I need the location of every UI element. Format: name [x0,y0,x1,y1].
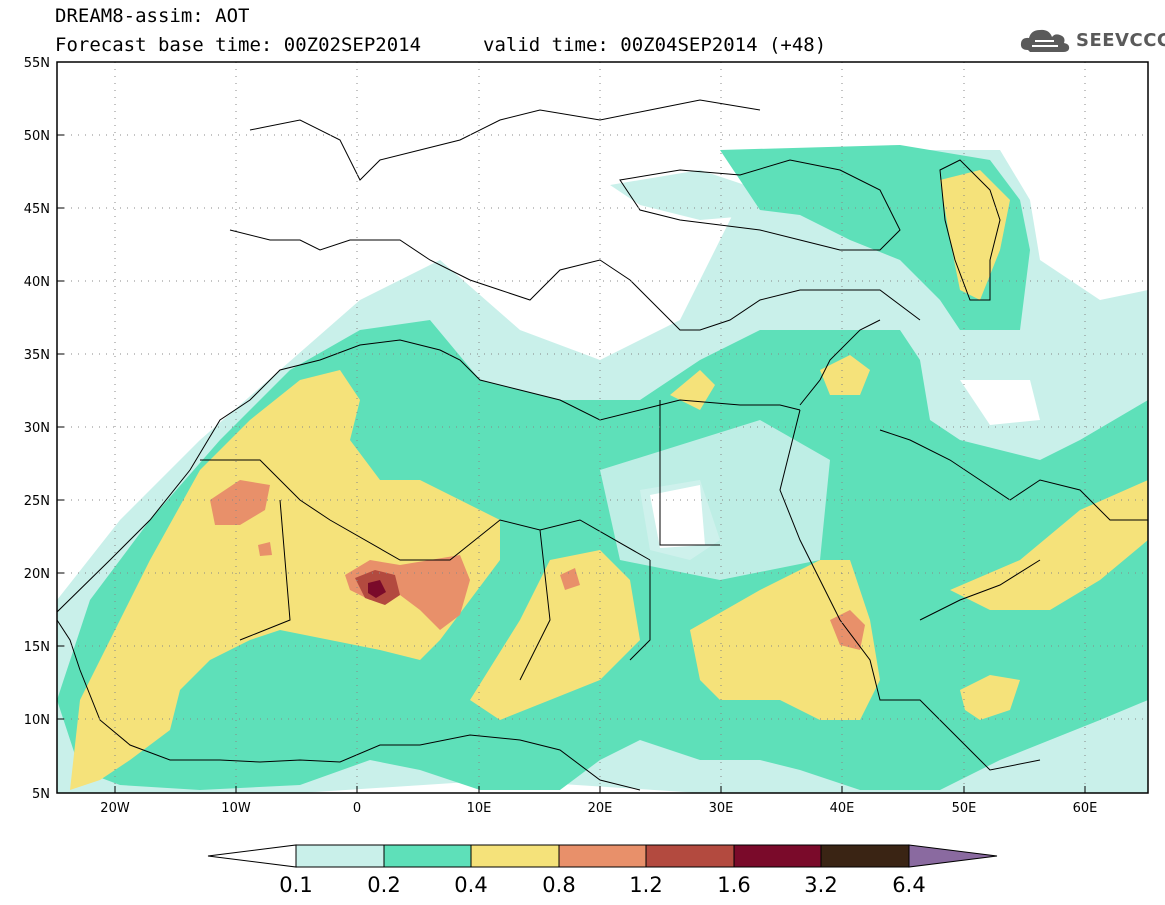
lat-label: 25N [24,494,50,509]
forecast-base-time: Forecast base time: 00Z02SEP2014 [55,34,422,56]
colorbar-upper-extend [908,844,998,868]
colorbar-label: 1.6 [717,873,750,897]
valid-time: valid time: 00Z04SEP2014 (+48) [483,34,827,56]
lat-label: 20N [24,567,50,582]
colorbar-label: 0.8 [542,873,575,897]
seevccc-logo: SEEVCCC [1018,24,1165,56]
lon-label: 60E [1073,801,1098,816]
lat-label: 50N [24,129,50,144]
colorbar-swatch [820,844,910,868]
lon-label: 40E [830,801,855,816]
lat-label: 30N [24,421,50,436]
lon-label: 10E [467,801,492,816]
graticule [57,62,1148,793]
lon-label: 0 [353,801,361,816]
lat-label: 10N [24,713,50,728]
colorbar [207,844,998,868]
lon-label: 10W [221,801,251,816]
lat-label: 45N [24,202,50,217]
lat-label: 55N [24,56,50,71]
lat-ticks [57,61,64,794]
lon-label: 30E [709,801,734,816]
lon-label: 20W [100,801,130,816]
lat-label: 35N [24,348,50,363]
lat-label: 15N [24,640,50,655]
colorbar-label: 0.4 [454,873,487,897]
colorbar-swatch [733,844,822,868]
lon-label: 20E [588,801,613,816]
cloud-icon [1020,29,1070,52]
lon-labels: 20W 10W 0 10E 20E 30E 40E 50E 60E [100,801,1097,816]
colorbar-lower-extend [207,844,297,868]
colorbar-swatch [645,844,735,868]
colorbar-label: 0.1 [279,873,312,897]
lat-label: 40N [24,275,50,290]
colorbar-swatch [470,844,560,868]
lon-ticks [114,786,1086,793]
lat-label: 5N [32,787,50,802]
colorbar-swatch [295,844,385,868]
map-title: DREAM8-assim: AOT [55,5,250,27]
aot-field [57,62,1148,793]
lat-labels: 55N 50N 45N 40N 35N 30N 25N 20N 15N 10N … [24,56,50,802]
colorbar-label: 3.2 [804,873,837,897]
colorbar-swatch [383,844,472,868]
colorbar-label: 1.2 [629,873,662,897]
colorbar-label: 6.4 [892,873,925,897]
colorbar-label: 0.2 [367,873,400,897]
colorbar-swatch [558,844,647,868]
lon-label: 50E [952,801,977,816]
logo-text: SEEVCCC [1076,29,1165,51]
colorbar-labels: 0.1 0.2 0.4 0.8 1.2 1.6 3.2 6.4 [279,873,925,897]
